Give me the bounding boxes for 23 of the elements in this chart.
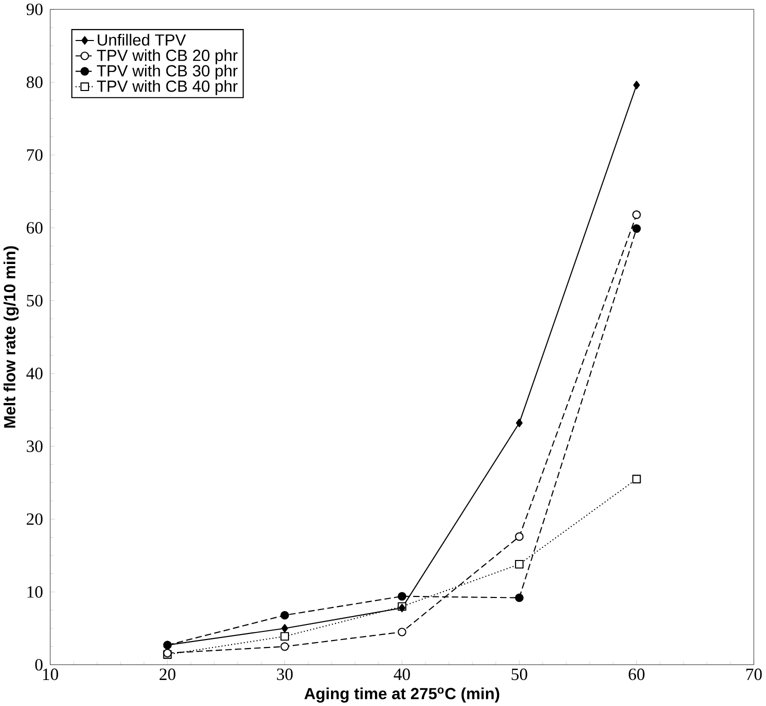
x-tick-label: 30 — [276, 668, 293, 680]
legend-label: TPV with CB 20 phr — [96, 49, 238, 64]
y-tick-label: 0 — [35, 658, 43, 670]
x-axis-title: Aging time at 275$^{o}$C (min) — [304, 687, 500, 703]
y-tick-label: 10 — [28, 586, 43, 598]
y-tick-label: 40 — [26, 368, 43, 380]
x-tick-label: 10 — [43, 668, 58, 680]
y-tick-label: 80 — [26, 76, 43, 88]
y-tick-label: 70 — [27, 149, 43, 161]
y-tick-label: 30 — [26, 440, 43, 452]
y-tick-label: 60 — [26, 222, 43, 234]
legend-label: TPV with CB 30 phr — [96, 64, 238, 80]
x-tick-label: 50 — [512, 668, 528, 680]
x-tick-label: 60 — [628, 668, 644, 680]
y-tick-label: 50 — [27, 294, 43, 306]
y-tick-label: 20 — [26, 513, 43, 525]
legend-label: TPV with CB 40 phr — [96, 80, 238, 96]
x-tick-label: 40 — [394, 668, 410, 680]
y-axis-title: Melt flow rate (g/10 min) — [4, 246, 19, 428]
x-tick-label: 20 — [160, 668, 176, 680]
x-tick-label: 70 — [746, 668, 762, 680]
y-tick-label: 90 — [26, 4, 43, 16]
legend-label: Unfilled TPV — [98, 34, 186, 46]
